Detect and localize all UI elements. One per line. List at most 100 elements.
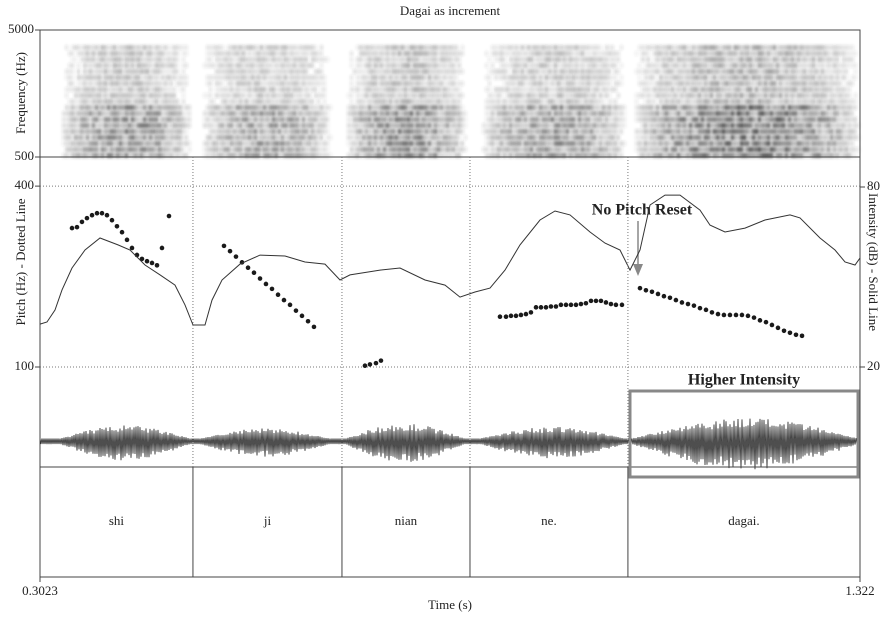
spectrogram-cell — [731, 69, 734, 74]
spectrogram-cell — [827, 141, 830, 146]
spectrogram-cell — [650, 135, 653, 140]
spectrogram-cell — [689, 69, 692, 74]
spectrogram-cell — [497, 117, 500, 122]
pitch-point — [258, 276, 263, 281]
spectrogram-cell — [323, 75, 326, 80]
spectrogram-cell — [770, 75, 773, 80]
spectrogram-cell — [668, 117, 671, 122]
spectrogram-cell — [593, 147, 596, 152]
spectrogram-cell — [647, 129, 650, 134]
spectrogram-cell — [704, 63, 707, 68]
spectrogram-cell — [812, 69, 815, 74]
spectrogram-cell — [206, 75, 209, 80]
spectrogram-cell — [110, 99, 113, 104]
spectrogram-cell — [815, 99, 818, 104]
spectrogram-cell — [638, 45, 641, 50]
spectrogram-cell — [809, 117, 812, 122]
spectrogram-cell — [818, 75, 821, 80]
spectrogram-cell — [68, 105, 71, 110]
spectrogram-cell — [431, 123, 434, 128]
spectrogram-cell — [674, 63, 677, 68]
spectrogram-cell — [662, 105, 665, 110]
spectrogram-cell — [572, 129, 575, 134]
spectrogram-cell — [437, 147, 440, 152]
spectrogram-cell — [227, 75, 230, 80]
spectrogram-cell — [653, 75, 656, 80]
spectrogram-cell — [98, 93, 101, 98]
spectrogram-cell — [257, 117, 260, 122]
spectrogram-cell — [740, 57, 743, 62]
spectrogram-cell — [452, 51, 455, 56]
spectrogram-cell — [401, 63, 404, 68]
spectrogram-cell — [776, 93, 779, 98]
spectrogram-cell — [173, 111, 176, 116]
spectrogram-cell — [443, 51, 446, 56]
spectrogram-cell — [308, 51, 311, 56]
spectrogram-cell — [686, 75, 689, 80]
spectrogram-cell — [773, 57, 776, 62]
spectrogram-cell — [653, 117, 656, 122]
spectrogram-cell — [368, 105, 371, 110]
spectrogram-cell — [374, 57, 377, 62]
spectrogram-cell — [812, 99, 815, 104]
interval-label: shi — [109, 513, 125, 528]
spectrogram-cell — [614, 105, 617, 110]
spectrogram-cell — [383, 69, 386, 74]
spectrogram-cell — [722, 129, 725, 134]
spectrogram-cell — [272, 69, 275, 74]
spectrogram-cell — [380, 111, 383, 116]
spectrogram-cell — [218, 57, 221, 62]
spectrogram-cell — [839, 93, 842, 98]
y-tick-label: 400 — [15, 177, 35, 192]
spectrogram-cell — [764, 141, 767, 146]
spectrogram-cell — [698, 45, 701, 50]
spectrogram-cell — [368, 75, 371, 80]
spectrogram-cell — [734, 105, 737, 110]
spectrogram-cell — [500, 69, 503, 74]
spectrogram-cell — [515, 111, 518, 116]
spectrogram-cell — [797, 57, 800, 62]
spectrogram-cell — [704, 93, 707, 98]
spectrogram-cell — [530, 51, 533, 56]
spectrogram-cell — [821, 87, 824, 92]
spectrogram-cell — [215, 81, 218, 86]
spectrogram-cell — [428, 81, 431, 86]
spectrogram-cell — [533, 117, 536, 122]
spectrogram-cell — [149, 135, 152, 140]
spectrogram-cell — [674, 75, 677, 80]
pitch-point — [674, 298, 679, 303]
spectrogram-cell — [674, 141, 677, 146]
spectrogram-cell — [530, 111, 533, 116]
spectrogram-cell — [809, 111, 812, 116]
spectrogram-cell — [386, 81, 389, 86]
spectrogram-cell — [848, 111, 851, 116]
spectrogram-cell — [392, 111, 395, 116]
spectrogram-cell — [233, 141, 236, 146]
pitch-point — [594, 299, 599, 304]
spectrogram-cell — [740, 69, 743, 74]
spectrogram-cell — [116, 93, 119, 98]
spectrogram-cell — [368, 147, 371, 152]
spectrogram-cell — [179, 105, 182, 110]
spectrogram-cell — [521, 141, 524, 146]
spectrogram-cell — [80, 147, 83, 152]
spectrogram-cell — [206, 93, 209, 98]
spectrogram-cell — [431, 111, 434, 116]
spectrogram-cell — [758, 57, 761, 62]
spectrogram-cell — [560, 123, 563, 128]
spectrogram-cell — [260, 51, 263, 56]
spectrogram-cell — [653, 51, 656, 56]
spectrogram-cell — [107, 141, 110, 146]
spectrogram-cell — [701, 81, 704, 86]
spectrogram-cell — [812, 93, 815, 98]
spectrogram-cell — [674, 117, 677, 122]
spectrogram-cell — [101, 147, 104, 152]
spectrogram-cell — [716, 123, 719, 128]
spectrogram-cell — [683, 75, 686, 80]
spectrogram-cell — [497, 99, 500, 104]
spectrogram-cell — [95, 93, 98, 98]
spectrogram-cell — [275, 135, 278, 140]
spectrogram-cell — [722, 69, 725, 74]
spectrogram-cell — [122, 75, 125, 80]
spectrogram-cell — [155, 141, 158, 146]
